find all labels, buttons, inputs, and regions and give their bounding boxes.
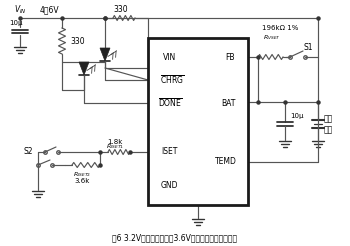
Text: S1: S1 bbox=[304, 43, 314, 51]
Text: 196kΩ 1%: 196kΩ 1% bbox=[262, 25, 298, 31]
Text: 图6 3.2V磷酸铁锂电池及3.6V锂离子电池充电器电路: 图6 3.2V磷酸铁锂电池及3.6V锂离子电池充电器电路 bbox=[112, 233, 238, 243]
Text: $V_{IN}$: $V_{IN}$ bbox=[14, 4, 27, 16]
Text: 1.8k: 1.8k bbox=[107, 139, 123, 145]
Text: 电池: 电池 bbox=[324, 125, 333, 135]
Polygon shape bbox=[100, 48, 110, 61]
Text: $\overline{\rm CHRG}$: $\overline{\rm CHRG}$ bbox=[160, 74, 184, 86]
Text: FB: FB bbox=[225, 52, 235, 62]
Text: 10μ: 10μ bbox=[290, 113, 303, 119]
Text: S2: S2 bbox=[24, 148, 34, 156]
Bar bbox=[148, 38, 248, 205]
Text: VIN: VIN bbox=[163, 52, 177, 62]
Text: 充电: 充电 bbox=[324, 114, 333, 123]
Text: 330: 330 bbox=[114, 5, 128, 15]
Text: 3.6k: 3.6k bbox=[74, 178, 90, 184]
Polygon shape bbox=[79, 62, 89, 75]
Text: BAT: BAT bbox=[221, 98, 235, 108]
Text: 4～6V: 4～6V bbox=[40, 5, 60, 15]
Text: $\overline{\rm DONE}$: $\overline{\rm DONE}$ bbox=[158, 97, 182, 109]
Text: ISET: ISET bbox=[161, 148, 177, 156]
Text: $R_{ISET1}$: $R_{ISET1}$ bbox=[106, 142, 124, 152]
Text: 330: 330 bbox=[70, 36, 85, 46]
Text: GND: GND bbox=[160, 181, 178, 189]
Text: $R_{ISET2}$: $R_{ISET2}$ bbox=[73, 170, 91, 179]
Text: 10μ: 10μ bbox=[9, 20, 22, 26]
Text: $R_{VSET}$: $R_{VSET}$ bbox=[263, 33, 281, 43]
Text: TEMD: TEMD bbox=[215, 157, 237, 167]
